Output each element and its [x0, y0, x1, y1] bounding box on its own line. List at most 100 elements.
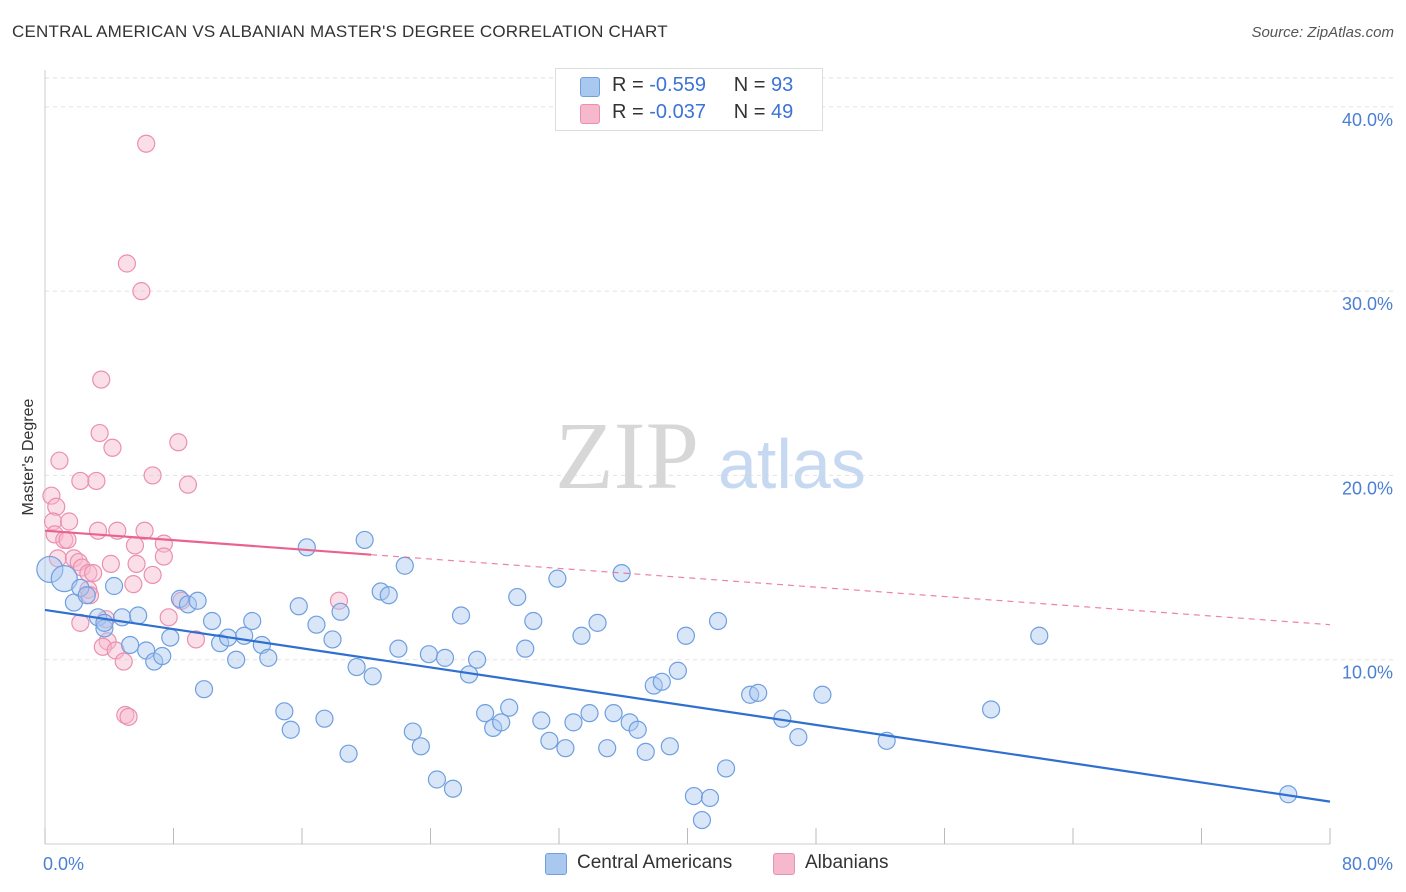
- albanian-point: [71, 471, 90, 491]
- albanian-point: [114, 652, 133, 671]
- central-american-point: [435, 648, 455, 667]
- albanian-point: [119, 707, 138, 726]
- albanian-point: [59, 512, 79, 531]
- albanian-point: [50, 451, 69, 470]
- legend-r-value: -0.037: [649, 101, 706, 123]
- legend-r-value: -0.559: [649, 74, 706, 96]
- albanian-point: [84, 563, 103, 583]
- albanian-point: [143, 565, 162, 585]
- central-american-point: [194, 680, 214, 699]
- central-american-point: [692, 810, 712, 830]
- central-american-point: [684, 786, 704, 806]
- central-american-point: [178, 595, 198, 614]
- albanian-point: [132, 282, 151, 301]
- albanian-point: [90, 423, 109, 443]
- central-american-point: [77, 586, 96, 605]
- legend-n-label: N =: [733, 74, 766, 96]
- central-american-point: [556, 739, 575, 758]
- albanian-point: [117, 254, 137, 273]
- central-american-point: [813, 685, 832, 704]
- central-american-point: [121, 635, 140, 655]
- x-tick-label-max: 80.0%: [1342, 854, 1393, 874]
- central-american-point: [789, 728, 808, 747]
- legend-r-label: R =: [612, 101, 644, 123]
- albanian-point: [154, 547, 173, 566]
- central-american-trend-line: [44, 608, 1331, 803]
- central-american-point: [297, 538, 316, 557]
- y-tick-label: 30.0%: [1342, 294, 1393, 314]
- legend-label-central-americans: Central Americans: [577, 852, 733, 873]
- central-american-point: [476, 704, 495, 723]
- central-american-point: [580, 704, 599, 723]
- central-american-point: [315, 709, 334, 728]
- central-american-point: [227, 650, 246, 669]
- central-american-point: [323, 630, 342, 649]
- albanian-point: [127, 554, 146, 573]
- albanian-trend-line: [44, 529, 372, 556]
- central-american-point: [598, 739, 617, 758]
- albanian-point: [88, 521, 108, 540]
- albanian-point: [178, 475, 198, 494]
- axis-labels: 10.0% 20.0% 30.0% 40.0% 0.0% 80.0% Master's De…: [20, 110, 1393, 874]
- central-american-point: [540, 731, 559, 750]
- albanian-point: [137, 134, 156, 153]
- central-american-point: [347, 657, 366, 677]
- central-american-point: [532, 711, 551, 730]
- albanian-point: [159, 608, 178, 627]
- central-american-point: [524, 611, 543, 631]
- central-american-point: [708, 611, 728, 631]
- central-american-point: [443, 779, 463, 798]
- central-american-point: [500, 698, 519, 717]
- gridlines: [45, 77, 1395, 661]
- legend-r-label: R =: [612, 74, 644, 96]
- central-american-point: [451, 606, 471, 625]
- central-american-point: [379, 586, 398, 605]
- central-american-point: [71, 578, 90, 597]
- albanian-point: [92, 370, 111, 389]
- central-american-point: [202, 611, 222, 631]
- central-american-point: [572, 626, 591, 645]
- legend-swatch-pink: [773, 853, 795, 875]
- central-american-point: [161, 628, 180, 647]
- central-american-point: [339, 744, 358, 763]
- central-american-point: [411, 737, 430, 756]
- x-tick-label-min: 0.0%: [43, 854, 84, 874]
- central-american-point: [129, 606, 148, 625]
- y-tick-label: 20.0%: [1342, 478, 1393, 498]
- central-american-point: [660, 737, 679, 756]
- central-american-point: [427, 770, 447, 789]
- central-american-point: [981, 700, 1001, 719]
- albanian-point: [116, 705, 135, 725]
- central-american-point: [612, 563, 631, 583]
- central-american-points: [36, 530, 1298, 830]
- central-american-point: [307, 615, 326, 634]
- y-tick-label: 10.0%: [1342, 663, 1393, 683]
- central-american-point: [36, 555, 64, 584]
- central-american-point: [243, 611, 262, 631]
- central-american-point: [548, 569, 567, 588]
- stats-legend: R = -0.559 N = 93 R = -0.037 N = 49: [555, 68, 823, 131]
- albanian-point: [143, 466, 162, 485]
- central-american-point: [389, 639, 408, 658]
- legend-n-value: 93: [771, 74, 794, 96]
- central-american-point: [467, 650, 487, 669]
- chart-title: CENTRAL AMERICAN VS ALBANIAN MASTER'S DE…: [12, 22, 668, 41]
- legend-n-value: 49: [771, 101, 794, 123]
- central-american-point: [652, 672, 671, 691]
- central-american-point: [281, 720, 300, 739]
- central-american-point: [259, 648, 278, 667]
- central-american-point: [564, 713, 583, 732]
- albanian-point: [135, 521, 154, 540]
- albanian-point: [124, 575, 143, 594]
- central-american-point: [355, 530, 374, 550]
- central-american-point: [676, 626, 695, 645]
- central-american-point: [153, 646, 172, 666]
- central-american-point: [636, 742, 655, 761]
- legend-swatch-pink: [580, 104, 600, 124]
- central-american-point: [331, 602, 350, 621]
- watermark-atlas: atlas: [718, 425, 866, 503]
- trend-lines: [44, 529, 1331, 803]
- albanian-point: [186, 630, 206, 649]
- central-american-point: [363, 667, 382, 686]
